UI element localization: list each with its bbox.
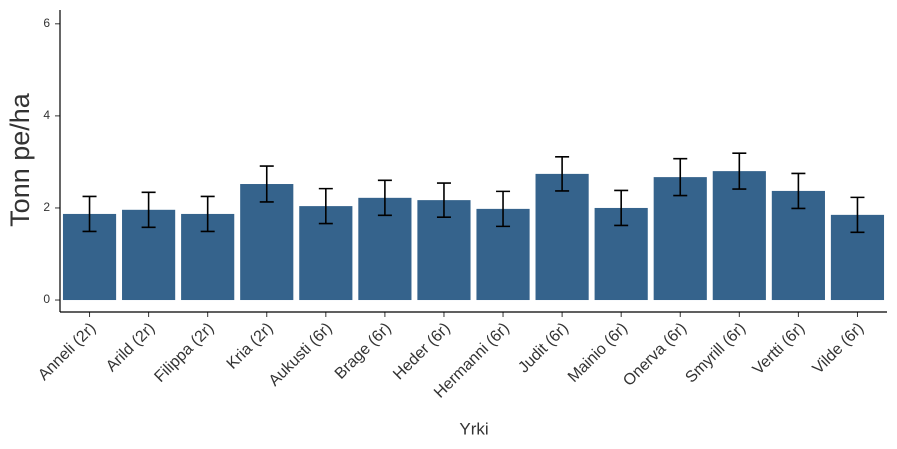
bar [535, 173, 589, 301]
x-tick-label: Brage (6r) [332, 320, 395, 383]
error-bar [850, 196, 865, 234]
error-bar [673, 157, 688, 197]
error-bar [614, 189, 629, 227]
bar [712, 171, 766, 301]
error-bar [141, 191, 156, 229]
y-tick-label: 4 [43, 108, 50, 122]
x-tick-label: Vilde (6r) [810, 320, 868, 378]
error-bar [555, 156, 570, 192]
x-tick-label: Onerva (6r) [620, 320, 690, 390]
y-axis-title: Tonn pe/ha [5, 92, 35, 227]
x-tick-label: Filippa (2r) [151, 320, 217, 386]
error-bar [791, 172, 806, 210]
x-tick-label: Aukusti (6r) [266, 320, 336, 390]
x-tick-label: Smyrill (6r) [682, 320, 749, 387]
y-tick-label: 6 [43, 16, 50, 30]
error-bar [732, 152, 747, 190]
y-tick-label: 0 [43, 292, 50, 306]
x-tick-label: Heder (6r) [390, 320, 454, 384]
y-tick-label: 2 [43, 200, 50, 214]
x-tick-label: Judit (6r) [515, 320, 572, 377]
error-bar [436, 182, 451, 218]
x-tick-label: Anneli (2r) [35, 320, 99, 384]
error-bar [259, 165, 274, 203]
error-bar [377, 179, 392, 217]
x-tick-label: Arild (2r) [103, 320, 158, 375]
error-bar [318, 187, 333, 225]
bar [240, 184, 294, 301]
error-bar [496, 190, 511, 228]
error-bar [82, 195, 97, 233]
error-bar [200, 195, 215, 233]
x-tick-label: Vertti (6r) [750, 320, 809, 379]
x-axis-title: Yrki [459, 419, 488, 438]
bar [653, 177, 707, 301]
x-tick-label: Kria (2r) [224, 320, 277, 373]
